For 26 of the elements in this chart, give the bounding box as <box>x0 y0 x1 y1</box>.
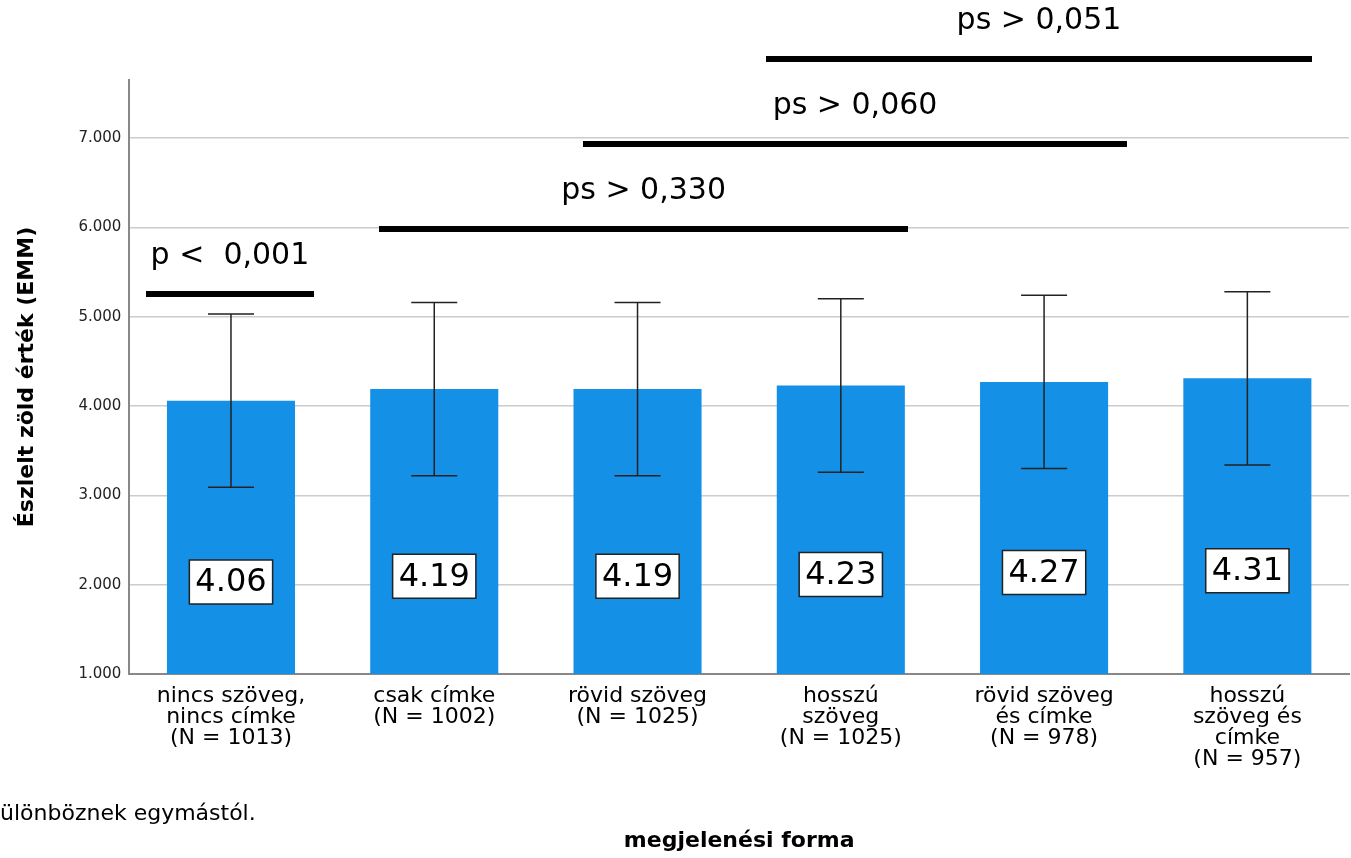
x-tick-label: rövid szöveg és címke (N = 978) <box>974 682 1114 749</box>
y-tick-label: 1.000 <box>78 663 122 682</box>
y-tick-label: 2.000 <box>78 574 122 593</box>
annotation: ps > 0,330 <box>560 171 727 207</box>
x-tick-label: hosszú szöveg (N = 1025) <box>779 682 902 749</box>
y-tick-label: 3.000 <box>78 485 122 504</box>
data-label: 4.27 <box>1008 551 1080 590</box>
y-tick-label: 7.000 <box>78 127 122 146</box>
y-tick-label: 6.000 <box>78 217 122 236</box>
data-label: 4.19 <box>398 555 470 594</box>
text: ps > 0,051 <box>955 1 1123 37</box>
text: ülönböznek egymástól. <box>0 800 256 825</box>
y-axis-title: Észlelt zöld érték (EMM) <box>12 226 38 528</box>
data-label: 4.31 <box>1211 550 1283 589</box>
x-axis-title: megjelenési forma <box>623 826 855 852</box>
y-tick-label: 5.000 <box>78 306 122 325</box>
data-label: 4.23 <box>805 553 877 592</box>
x-tick-label: hosszú szöveg és címke (N = 957) <box>1192 682 1302 770</box>
annotation: ps > 0,060 <box>771 86 939 122</box>
annotation: p < 0,001 <box>149 236 311 272</box>
data-label: 4.19 <box>601 555 674 594</box>
x-tick-label: csak címke (N = 1002) <box>373 682 496 729</box>
data-label: 4.06 <box>195 561 267 600</box>
y-tick-label: 4.000 <box>78 395 122 414</box>
x-tick-label: rövid szöveg (N = 1025) <box>567 682 708 729</box>
x-tick-label: nincs szöveg, nincs címke (N = 1013) <box>156 682 306 749</box>
